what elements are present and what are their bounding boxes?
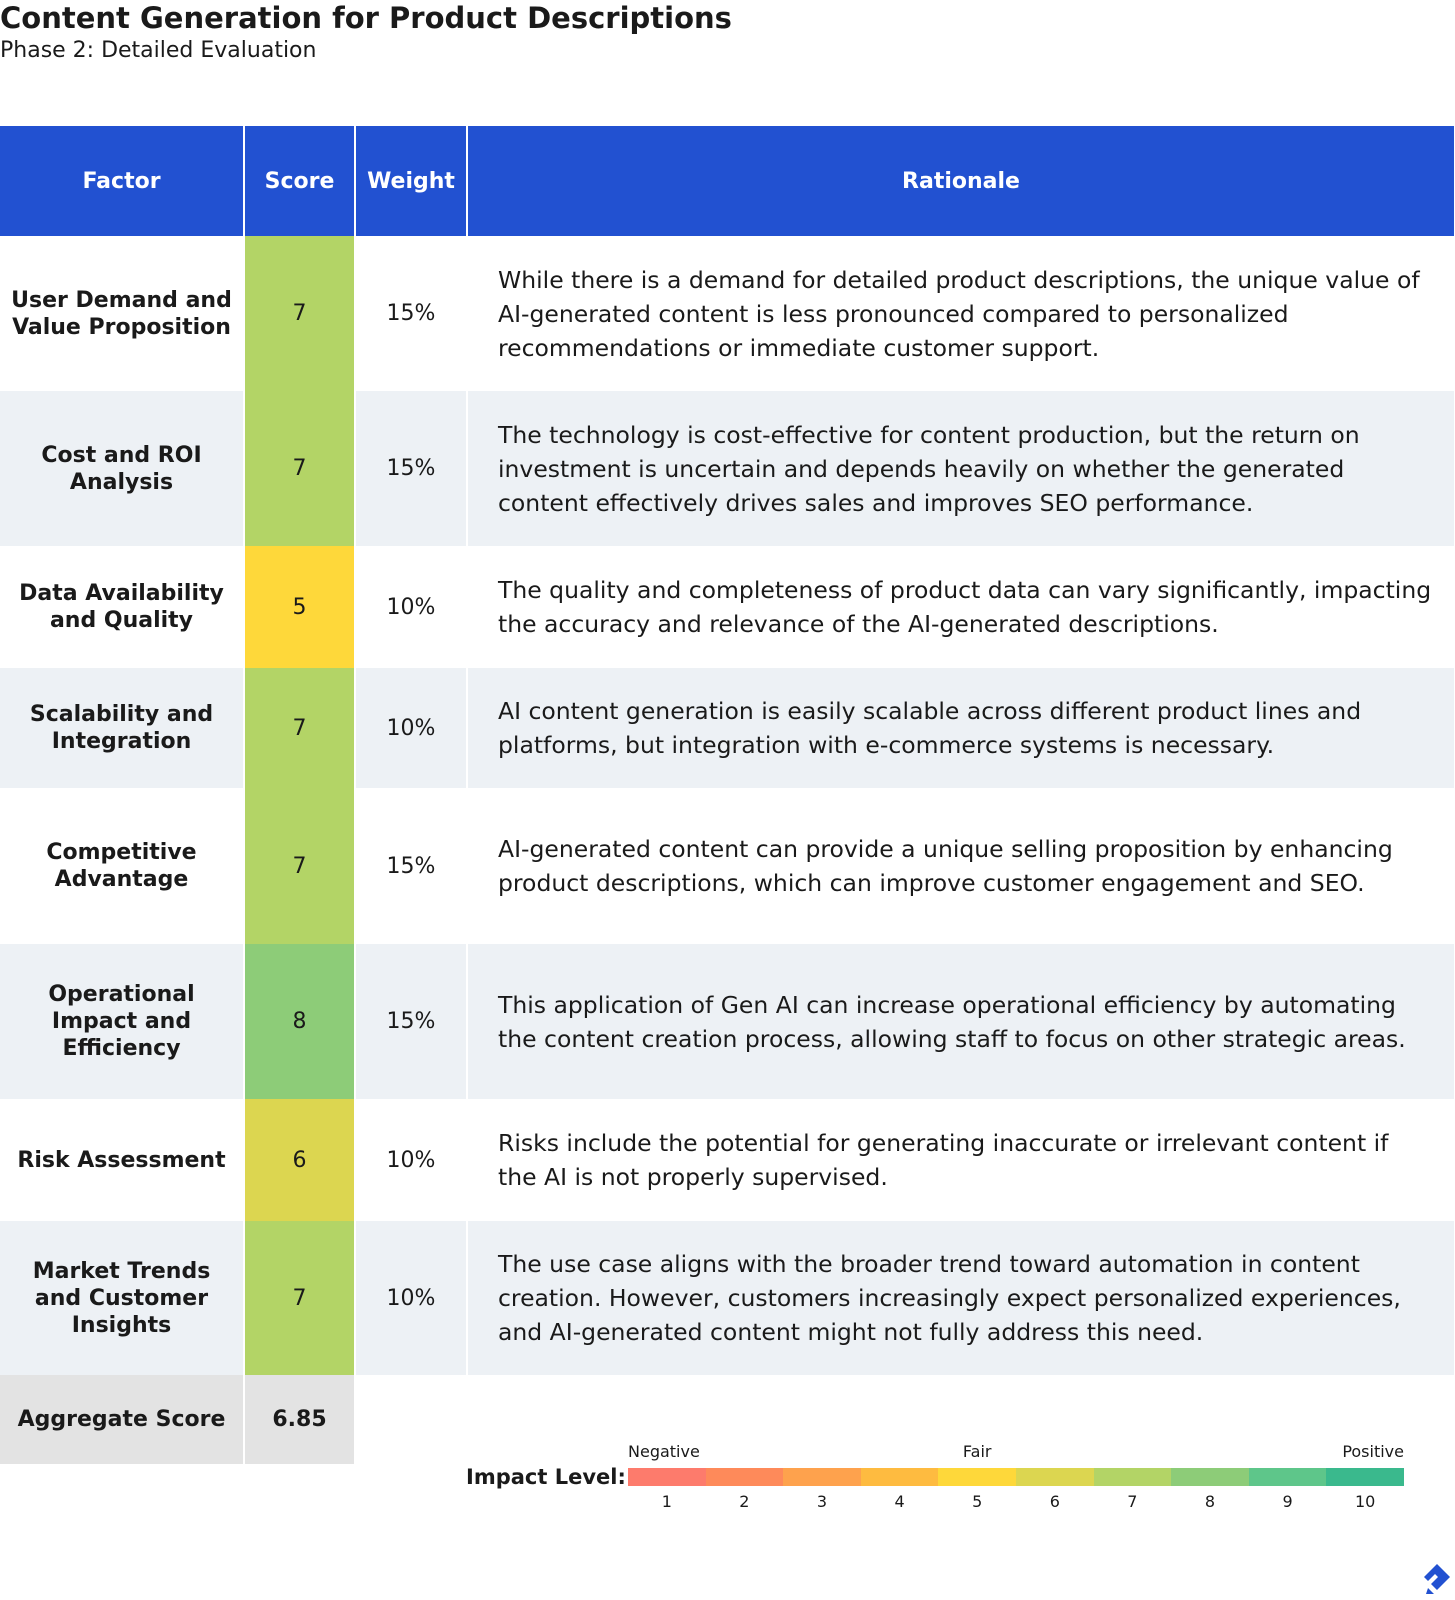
legend-number: 1 bbox=[661, 1492, 672, 1511]
factor-cell: Cost and ROI Analysis bbox=[0, 391, 243, 546]
legend-number: 9 bbox=[1282, 1492, 1293, 1511]
weight-cell: 15% bbox=[356, 788, 466, 944]
factor-cell: Scalability and Integration bbox=[0, 668, 243, 788]
legend-label: Impact Level: bbox=[466, 1465, 626, 1489]
score-cell: 6 bbox=[245, 1099, 354, 1221]
column-separator bbox=[354, 126, 356, 1375]
factor-cell: Risk Assessment bbox=[0, 1099, 243, 1221]
legend-number: 5 bbox=[972, 1492, 983, 1511]
weight-cell: 10% bbox=[356, 546, 466, 668]
factor-cell: User Demand and Value Proposition bbox=[0, 236, 243, 391]
factor-cell: Operational Impact and Efficiency bbox=[0, 944, 243, 1099]
legend-number: 4 bbox=[894, 1492, 905, 1511]
column-header: Rationale bbox=[468, 126, 1454, 236]
legend-swatch bbox=[1016, 1468, 1095, 1486]
column-separator bbox=[466, 126, 468, 1375]
factor-cell: Competitive Advantage bbox=[0, 788, 243, 944]
weight-cell: 15% bbox=[356, 391, 466, 546]
legend-swatch bbox=[938, 1468, 1017, 1486]
factor-cell: Market Trends and Customer Insights bbox=[0, 1221, 243, 1375]
rationale-cell: This application of Gen AI can increase … bbox=[468, 944, 1454, 1099]
weight-cell: 15% bbox=[356, 236, 466, 391]
weight-cell: 15% bbox=[356, 944, 466, 1099]
score-cell: 7 bbox=[245, 668, 354, 788]
aggregate-label: Aggregate Score bbox=[0, 1375, 243, 1464]
legend-number: 8 bbox=[1204, 1492, 1216, 1511]
legend-number: 10 bbox=[1355, 1492, 1376, 1511]
score-cell: 5 bbox=[245, 546, 354, 668]
legend-swatch bbox=[1171, 1468, 1250, 1486]
score-cell: 7 bbox=[245, 391, 354, 546]
scale-label: Negative bbox=[628, 1442, 700, 1461]
legend-number: 7 bbox=[1127, 1492, 1138, 1511]
column-header: Score bbox=[245, 126, 354, 236]
subtitle: Phase 2: Detailed Evaluation bbox=[0, 38, 317, 63]
weight-cell: 10% bbox=[356, 1221, 466, 1375]
legend-swatch bbox=[860, 1468, 939, 1486]
rationale-cell: The technology is cost-effective for con… bbox=[468, 391, 1454, 546]
legend-number: 3 bbox=[816, 1492, 828, 1511]
score-cell: 7 bbox=[245, 788, 354, 944]
column-separator bbox=[243, 126, 245, 1375]
scale-label: Positive bbox=[1342, 1442, 1404, 1461]
weight-cell: 10% bbox=[356, 1099, 466, 1221]
legend-swatch bbox=[1326, 1468, 1405, 1486]
legend-swatch bbox=[628, 1468, 707, 1486]
logo bbox=[1424, 1564, 1450, 1594]
scale-label: Fair bbox=[962, 1442, 992, 1461]
score-cell: 7 bbox=[245, 236, 354, 391]
legend-swatch bbox=[1093, 1468, 1172, 1486]
weight-cell: 10% bbox=[356, 668, 466, 788]
title: Content Generation for Product Descripti… bbox=[0, 1, 732, 35]
legend-swatch bbox=[1248, 1468, 1327, 1486]
legend-number: 6 bbox=[1049, 1492, 1060, 1511]
column-header: Factor bbox=[0, 126, 243, 236]
rationale-cell: The use case aligns with the broader tre… bbox=[468, 1221, 1454, 1375]
aggregate-value: 6.85 bbox=[245, 1375, 354, 1464]
legend-swatch bbox=[783, 1468, 862, 1486]
column-header: Weight bbox=[356, 126, 466, 236]
legend-swatch bbox=[705, 1468, 784, 1486]
rationale-cell: The quality and completeness of product … bbox=[468, 546, 1454, 668]
rationale-cell: While there is a demand for detailed pro… bbox=[468, 236, 1454, 391]
rationale-cell: Risks include the potential for generati… bbox=[468, 1099, 1454, 1221]
score-cell: 7 bbox=[245, 1221, 354, 1375]
rationale-cell: AI content generation is easily scalable… bbox=[468, 668, 1454, 788]
rationale-cell: AI-generated content can provide a uniqu… bbox=[468, 788, 1454, 944]
factor-cell: Data Availability and Quality bbox=[0, 546, 243, 668]
legend-number: 2 bbox=[739, 1492, 750, 1511]
score-cell: 8 bbox=[245, 944, 354, 1099]
